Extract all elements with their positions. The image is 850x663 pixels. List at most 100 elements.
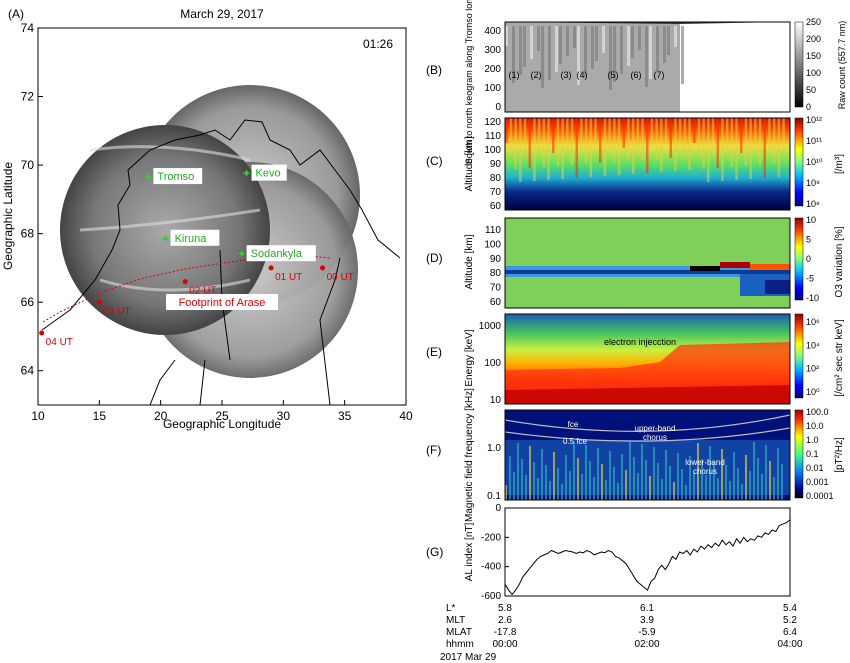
wave-colorbar-tick: 0.01	[806, 463, 824, 473]
density-streak	[617, 118, 621, 175]
electron-yticks: 10 100 1000	[479, 321, 502, 406]
ozone-colorbar-ticks: -10 -5 0 5 10	[806, 215, 819, 303]
wave-colorbar-tick: 1.0	[806, 435, 819, 445]
density-streak	[782, 118, 785, 150]
wave-streak	[553, 452, 555, 500]
wave-streak	[677, 453, 679, 500]
wave-streak	[657, 463, 659, 500]
wave-streak	[673, 482, 675, 500]
wave-colorbar-label: [pT²/Hz]	[834, 437, 845, 473]
footprint-point	[320, 265, 326, 271]
panel-label-d: (D)	[426, 251, 443, 265]
density-streak	[763, 118, 766, 178]
orbit-row-label: MLAT	[446, 627, 472, 638]
wave-streak	[741, 484, 743, 500]
density-streak	[556, 118, 560, 166]
keogram-streak	[674, 26, 677, 47]
wave-streak	[613, 467, 615, 500]
density-streak	[599, 118, 602, 163]
footprint-point-label: 00 UT	[327, 272, 354, 283]
wave-annotation: lower-band	[685, 458, 725, 467]
wave-streak	[773, 477, 775, 500]
density-yticks: 60 70 80 90 100 110 120	[484, 117, 501, 212]
keogram-event-label: (7)	[654, 70, 665, 80]
density-streak	[627, 118, 630, 161]
density-streak	[561, 118, 564, 179]
density-ytick-label: 90	[490, 159, 502, 170]
orbit-cell: 5.4	[783, 603, 797, 614]
keogram-streak	[577, 26, 580, 85]
density-colorbar-ticks: 10⁸ 10⁹ 10¹⁰ 10¹¹ 10¹²	[806, 115, 823, 209]
orbit-cell: 02:00	[634, 639, 659, 650]
electron-colorbar-tick: 10²	[806, 364, 819, 374]
panel-label-f: (F)	[426, 443, 441, 457]
orbit-cell: 3.9	[640, 615, 654, 626]
density-colorbar-tick: 10¹¹	[806, 136, 822, 146]
map-xticks: 10 15 20 25 30 35 40	[31, 400, 413, 423]
footprint-label: Footprint of Arase	[179, 297, 266, 309]
density-streak	[603, 118, 607, 176]
keogram-event-label: (5)	[608, 70, 619, 80]
density-streak	[716, 118, 719, 168]
keogram-events: (1) (2) (3) (4) (5) (6) (7)	[509, 70, 665, 80]
density-ytick-label: 60	[490, 201, 502, 212]
density-streak	[772, 118, 776, 164]
density-colorbar	[794, 117, 804, 207]
wave-streak	[737, 468, 739, 500]
wave-streak	[529, 446, 531, 500]
ozone-ytick-label: 80	[490, 268, 502, 279]
station-label-box	[153, 168, 203, 185]
density-streak	[655, 118, 658, 159]
wave-streak	[757, 458, 759, 500]
keogram-streak	[649, 26, 652, 79]
al-ytick-label: -600	[481, 591, 501, 602]
station-label: Kevo	[256, 168, 281, 180]
station-label: Tromso	[157, 171, 194, 183]
density-ylabel: Altitude [km]	[464, 136, 475, 191]
ozone-ytick-label: 100	[484, 239, 501, 250]
map-ytick-label: 66	[21, 295, 35, 309]
wave-streak	[717, 478, 719, 500]
keogram-streak	[566, 26, 569, 56]
map-xtick-label: 20	[154, 409, 168, 423]
ozone-colorbar	[794, 217, 804, 301]
keogram-ytick-label: 0	[495, 102, 501, 113]
keogram-event-label: (2)	[531, 70, 542, 80]
electron-ytick-label: 100	[484, 358, 501, 369]
wave-streak	[521, 459, 523, 500]
orbit-row-label: L*	[446, 603, 456, 614]
keogram-streak	[638, 26, 641, 50]
keogram-streak	[505, 26, 508, 46]
keogram-streak	[609, 26, 612, 90]
map-ytick-label: 70	[21, 158, 35, 172]
wave-streak	[589, 461, 591, 500]
electron-annotation: electron injecction	[604, 337, 676, 347]
keogram-plot	[504, 21, 791, 113]
density-streak	[575, 118, 578, 178]
map-ytick-label: 68	[21, 227, 35, 241]
orbit-cell: 5.2	[783, 615, 797, 626]
keogram-event-label: (4)	[577, 70, 588, 80]
al-series	[504, 519, 791, 596]
ozone-ytick-label: 70	[490, 283, 502, 294]
ozone-colorbar-tick: 0	[806, 254, 811, 264]
keogram-colorbar-tick: 200	[806, 34, 821, 44]
density-streak	[730, 118, 734, 167]
wave-streak	[765, 445, 767, 500]
wave-colorbar-tick: 0.1	[806, 449, 819, 459]
panel-label-a: (A)	[8, 7, 24, 21]
density-streak	[570, 118, 574, 165]
map-xtick-label: 35	[338, 409, 352, 423]
station-label-box	[170, 229, 220, 246]
density-streak	[505, 118, 508, 143]
station-marker: ✦	[242, 167, 252, 181]
density-streak	[721, 118, 724, 181]
wave-streak	[705, 475, 707, 500]
footprint-point	[39, 330, 45, 336]
panel-label-c: (C)	[426, 154, 443, 168]
footprint-point	[268, 265, 274, 271]
density-streak	[537, 118, 541, 154]
wave-streak	[565, 455, 567, 500]
wave-streak	[593, 477, 595, 500]
electron-colorbar-tick: 10⁰	[806, 387, 820, 397]
